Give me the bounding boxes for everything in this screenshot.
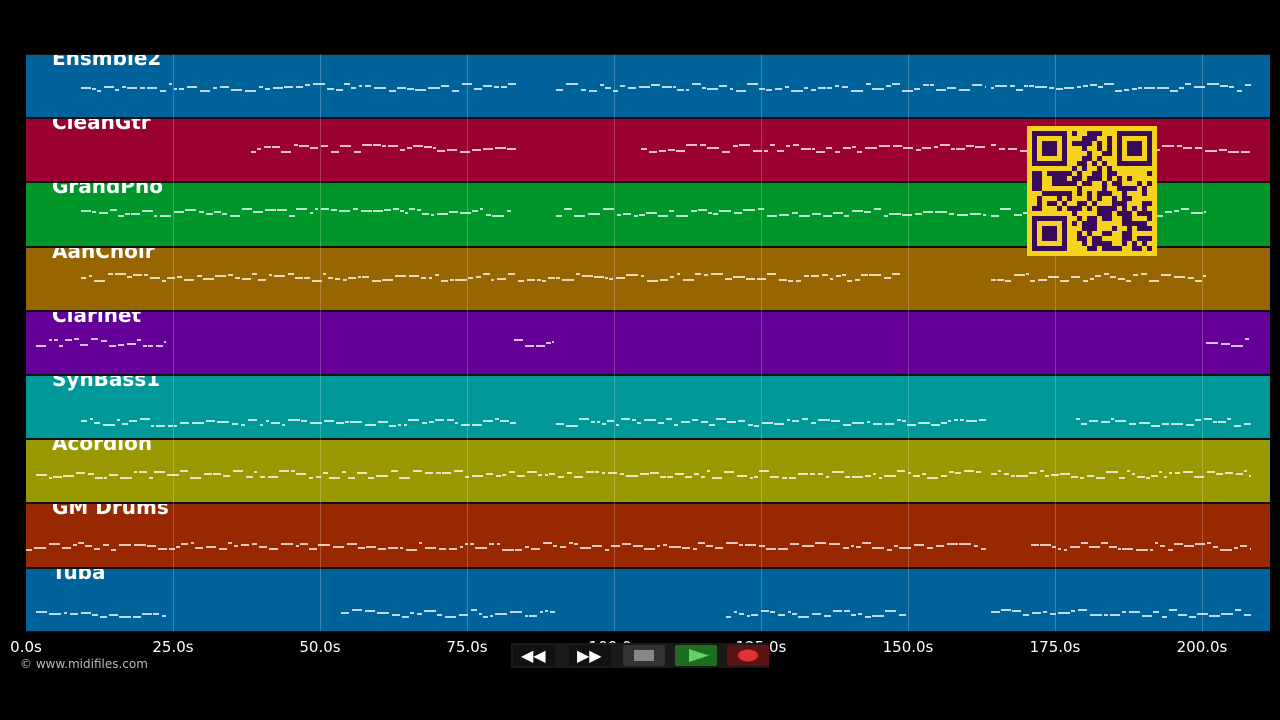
time-tick-label: 50.0s — [299, 638, 341, 656]
time-tick-label: 175.0s — [1029, 638, 1081, 656]
note-marks — [81, 272, 1206, 282]
track-lane: GM Drums — [26, 503, 1270, 568]
stop-icon — [634, 650, 654, 661]
stop-button[interactable] — [623, 645, 665, 666]
note-marks — [81, 418, 1251, 427]
track-name: GrandPno — [52, 182, 163, 199]
record-button[interactable] — [727, 645, 769, 666]
track-name: GM Drums — [52, 503, 169, 520]
track-lane: Tuba — [26, 567, 1270, 632]
time-tick-label: 0.0s — [10, 638, 42, 656]
fast-forward-icon: ▶▶ — [577, 646, 602, 665]
rewind-button[interactable]: ◀◀ — [513, 645, 555, 666]
track-name: Clarinet — [52, 310, 142, 327]
track-lane: Ensmble2 — [26, 54, 1270, 119]
copyright-text: © www.midifiles.com — [20, 657, 148, 671]
playback-controls: ◀◀ ▶▶ — [511, 643, 769, 668]
time-tick-label: 150.0s — [882, 638, 934, 656]
note-marks — [36, 470, 1251, 480]
note-marks — [81, 83, 1251, 92]
track-name: AahChoir — [52, 246, 155, 263]
track-lane: Clarinet — [26, 310, 1270, 375]
rewind-icon: ◀◀ — [521, 646, 546, 665]
note-marks — [26, 542, 1251, 552]
track-name: SynBass1 — [52, 375, 161, 391]
play-icon — [689, 649, 709, 662]
track-lane: SynBass1 — [26, 375, 1270, 440]
time-tick-label: 75.0s — [446, 638, 488, 656]
play-button[interactable] — [675, 645, 717, 666]
note-marks — [36, 337, 1249, 347]
track-name: Tuba — [52, 567, 106, 584]
time-tick-label: 200.0s — [1176, 638, 1228, 656]
track-lane: Acordion — [26, 439, 1270, 504]
fast-forward-button[interactable]: ▶▶ — [569, 645, 611, 666]
track-name: CleanGtr — [52, 118, 151, 135]
track-name: Ensmble2 — [52, 54, 162, 70]
track-name: Acordion — [52, 439, 153, 456]
note-marks — [36, 608, 1251, 618]
qr-code — [1027, 126, 1157, 256]
track-lane: AahChoir — [26, 246, 1270, 311]
time-tick-label: 25.0s — [152, 638, 194, 656]
track-lanes: Ensmble2 CleanGtr GrandPno AahChoir Clarinet… — [26, 54, 1270, 632]
record-icon — [738, 649, 758, 662]
